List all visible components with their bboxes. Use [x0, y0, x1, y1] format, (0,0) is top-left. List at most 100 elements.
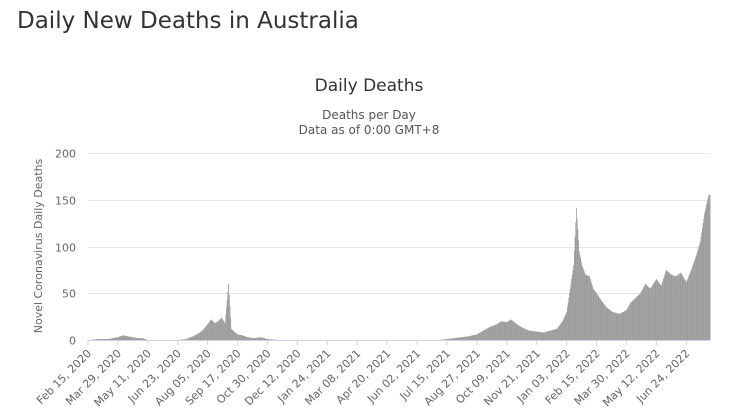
bar — [224, 322, 225, 340]
bar — [660, 285, 662, 340]
bar — [249, 337, 250, 340]
bar — [471, 335, 473, 340]
bar — [546, 331, 548, 340]
bar — [243, 335, 245, 340]
bar — [469, 335, 471, 340]
bar — [520, 326, 522, 340]
bar — [523, 328, 524, 340]
bar — [215, 322, 217, 340]
bar — [130, 336, 131, 340]
bar — [667, 271, 669, 340]
bar — [521, 327, 522, 340]
bar — [106, 339, 108, 340]
bar — [192, 336, 194, 340]
bar — [235, 333, 237, 340]
bar — [664, 274, 666, 340]
bar — [507, 321, 509, 340]
bar — [99, 339, 101, 340]
bar — [554, 329, 556, 340]
bar — [601, 301, 603, 340]
bar — [702, 223, 704, 341]
bar — [221, 317, 223, 340]
bar — [506, 322, 508, 340]
bar — [528, 330, 530, 340]
bar — [617, 313, 618, 340]
bar — [246, 336, 248, 340]
bar — [253, 338, 255, 340]
bar — [187, 338, 189, 340]
bar — [548, 330, 550, 340]
bar — [583, 268, 584, 340]
bar — [596, 294, 598, 340]
bar — [615, 312, 616, 340]
bar — [459, 337, 460, 340]
bar — [487, 328, 488, 340]
bar — [653, 283, 655, 340]
bar — [699, 244, 701, 340]
bar — [573, 250, 575, 340]
bar — [646, 285, 648, 340]
bar — [269, 339, 271, 340]
bar — [186, 338, 188, 340]
bar — [127, 336, 129, 340]
bar — [478, 333, 480, 340]
bar — [200, 331, 202, 340]
bar — [455, 337, 456, 340]
bar — [651, 286, 653, 340]
bar — [637, 295, 639, 340]
bar — [498, 323, 499, 340]
bar — [553, 329, 554, 340]
bar — [224, 323, 226, 340]
bar — [93, 339, 95, 340]
bar — [670, 274, 672, 340]
bar — [267, 339, 269, 340]
bar — [244, 336, 245, 340]
bar — [246, 337, 248, 340]
bar — [527, 330, 529, 340]
bar — [575, 222, 577, 340]
bar — [132, 337, 134, 340]
bar — [230, 317, 232, 340]
bar — [551, 330, 552, 340]
bar — [642, 287, 644, 340]
bar — [492, 325, 494, 340]
bar — [460, 337, 462, 340]
y-axis-title: Novel Coronavirus Daily Deaths — [32, 158, 45, 333]
bar — [272, 339, 273, 340]
bar — [487, 328, 489, 340]
bar — [458, 337, 460, 340]
bar — [219, 319, 221, 340]
bar — [139, 338, 140, 340]
gridlines — [88, 153, 710, 294]
bar — [682, 276, 684, 340]
bar — [189, 337, 191, 340]
bar — [239, 334, 241, 340]
bar — [567, 307, 568, 340]
bar — [252, 338, 254, 340]
bar — [187, 338, 188, 340]
bar — [450, 338, 452, 340]
chart-title: Daily Deaths — [315, 76, 424, 96]
bar — [216, 322, 218, 340]
bar — [470, 335, 472, 340]
bar — [261, 337, 263, 340]
bar — [128, 336, 130, 340]
bar — [654, 281, 656, 340]
bar — [555, 328, 557, 340]
bar — [521, 327, 523, 340]
y-tick-label: 150 — [55, 195, 76, 208]
bar — [545, 331, 547, 340]
bar — [133, 337, 135, 340]
bar — [123, 335, 125, 340]
bar — [202, 329, 204, 340]
bar — [269, 339, 271, 340]
bar — [605, 307, 607, 340]
bar — [472, 335, 474, 340]
bar — [691, 267, 693, 340]
bar — [114, 337, 115, 340]
bar — [645, 284, 647, 340]
bar — [675, 276, 677, 340]
bar — [688, 276, 689, 340]
bar — [666, 270, 668, 340]
bar — [501, 321, 503, 340]
